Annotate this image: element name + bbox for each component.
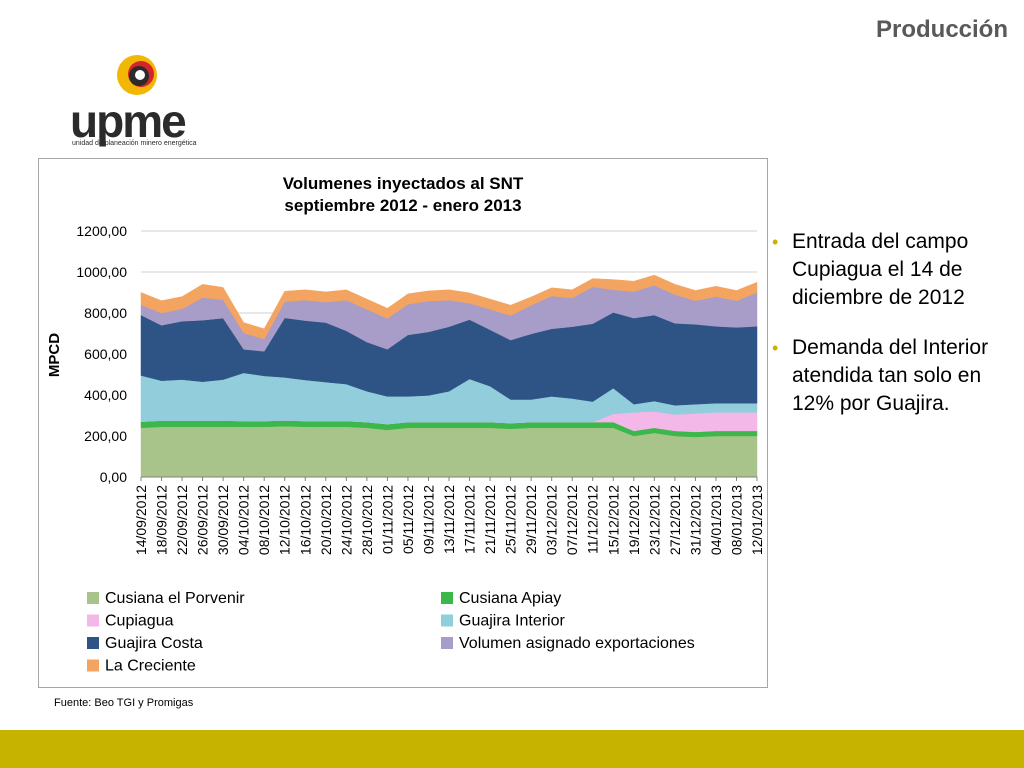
upme-logo-icon — [117, 55, 157, 95]
x-tick-label: 16/10/2012 — [297, 485, 313, 555]
y-tick-label: 800,00 — [84, 305, 127, 321]
legend-label: Volumen asignado exportaciones — [459, 635, 695, 652]
source-note: Fuente: Beo TGI y Promigas — [54, 697, 194, 709]
x-tick-label: 29/11/2012 — [523, 485, 539, 554]
x-tick-label: 21/11/2012 — [482, 485, 498, 554]
y-axis-label: MPCD — [46, 333, 63, 377]
x-tick-label: 22/09/2012 — [174, 485, 190, 555]
x-tick-label: 09/11/2012 — [421, 485, 437, 554]
legend-swatch — [87, 637, 99, 649]
footer-bar — [0, 730, 1024, 768]
x-tick-label: 04/10/2012 — [236, 485, 252, 555]
x-tick-label: 08/10/2012 — [256, 485, 272, 555]
legend-label: La Creciente — [105, 658, 196, 675]
legend-swatch — [87, 614, 99, 627]
x-tick-label: 28/10/2012 — [359, 485, 375, 555]
legend-swatch — [87, 659, 99, 672]
x-tick-label: 01/11/2012 — [379, 485, 395, 554]
slide-title: Producción — [875, 16, 1008, 43]
y-tick-label: 200,00 — [84, 428, 127, 444]
x-tick-label: 05/11/2012 — [400, 485, 416, 554]
chart-container: Volumenes inyectados al SNT septiembre 2… — [38, 158, 768, 688]
bullet-dot-icon: • — [772, 338, 779, 358]
x-tick-label: 17/11/2012 — [462, 485, 478, 554]
logo-subtitle: unidad de planeación minero energética — [72, 140, 197, 147]
x-tick-label: 30/09/2012 — [215, 485, 231, 555]
x-tick-label: 27/12/2012 — [667, 485, 683, 555]
legend: Cusiana el Porvenir Cusiana Apiay Cupiagua… — [87, 590, 695, 675]
x-tick-label: 12/10/2012 — [277, 485, 293, 555]
legend-swatch — [441, 592, 453, 604]
x-tick-label: 25/11/2012 — [503, 485, 519, 554]
area-series — [140, 274, 758, 340]
x-tick-label: 31/12/2012 — [687, 485, 703, 555]
legend-swatch — [441, 614, 453, 627]
y-tick-label: 400,00 — [84, 387, 127, 403]
legend-swatch — [441, 637, 453, 649]
logo-wordmark: upme — [70, 95, 187, 147]
bullet-text: Entrada del campo Cupiagua el 14 de dici… — [792, 230, 969, 309]
x-tick-label: 04/01/2013 — [708, 485, 724, 555]
x-tick-label: 20/10/2012 — [318, 485, 334, 555]
bullet-dot-icon: • — [772, 232, 779, 252]
y-tick-label: 600,00 — [84, 346, 127, 362]
x-tick-label: 07/12/2012 — [564, 485, 580, 555]
x-tick-label: 24/10/2012 — [338, 485, 354, 555]
legend-label: Guajira Interior — [459, 613, 565, 630]
x-tick-label: 18/09/2012 — [154, 485, 170, 555]
x-tick-label: 26/09/2012 — [195, 485, 211, 555]
x-tick-label: 11/12/2012 — [585, 485, 601, 554]
bullet-list: • Entrada del campo Cupiagua el 14 de di… — [770, 228, 1010, 440]
legend-label: Cupiagua — [105, 613, 174, 630]
y-tick-label: 1200,00 — [76, 223, 127, 239]
legend-label: Cusiana el Porvenir — [105, 590, 245, 607]
bullet-item: • Demanda del Interior atendida tan solo… — [770, 334, 1010, 418]
axes: 0,00 200,00 400,00 600,00 800,00 1000,00 1200,… — [76, 223, 765, 555]
chart-subtitle: septiembre 2012 - enero 2013 — [284, 196, 521, 215]
stacked-area-chart: Volumenes inyectados al SNT septiembre 2… — [46, 174, 765, 675]
chart-title: Volumenes inyectados al SNT — [283, 174, 524, 193]
bullet-text: Demanda del Interior atendida tan solo e… — [792, 336, 989, 415]
legend-swatch — [87, 592, 99, 604]
legend-label: Guajira Costa — [105, 635, 203, 652]
x-tick-label: 15/12/2012 — [605, 485, 621, 555]
x-tick-label: 13/11/2012 — [441, 485, 457, 554]
bullet-item: • Entrada del campo Cupiagua el 14 de di… — [770, 228, 1010, 312]
x-tick-label: 08/01/2013 — [729, 485, 745, 555]
x-tick-label: 14/09/2012 — [133, 485, 149, 555]
y-tick-label: 0,00 — [100, 469, 127, 485]
x-tick-label: 03/12/2012 — [544, 485, 560, 555]
upme-logo: upme unidad de planeación minero energét… — [70, 52, 220, 152]
legend-label: Cusiana Apiay — [459, 590, 561, 607]
area-series — [140, 274, 758, 478]
x-tick-label: 19/12/2012 — [626, 485, 642, 555]
x-tick-label: 23/12/2012 — [646, 485, 662, 555]
x-tick-label: 12/01/2013 — [749, 485, 765, 555]
y-tick-label: 1000,00 — [76, 264, 127, 280]
